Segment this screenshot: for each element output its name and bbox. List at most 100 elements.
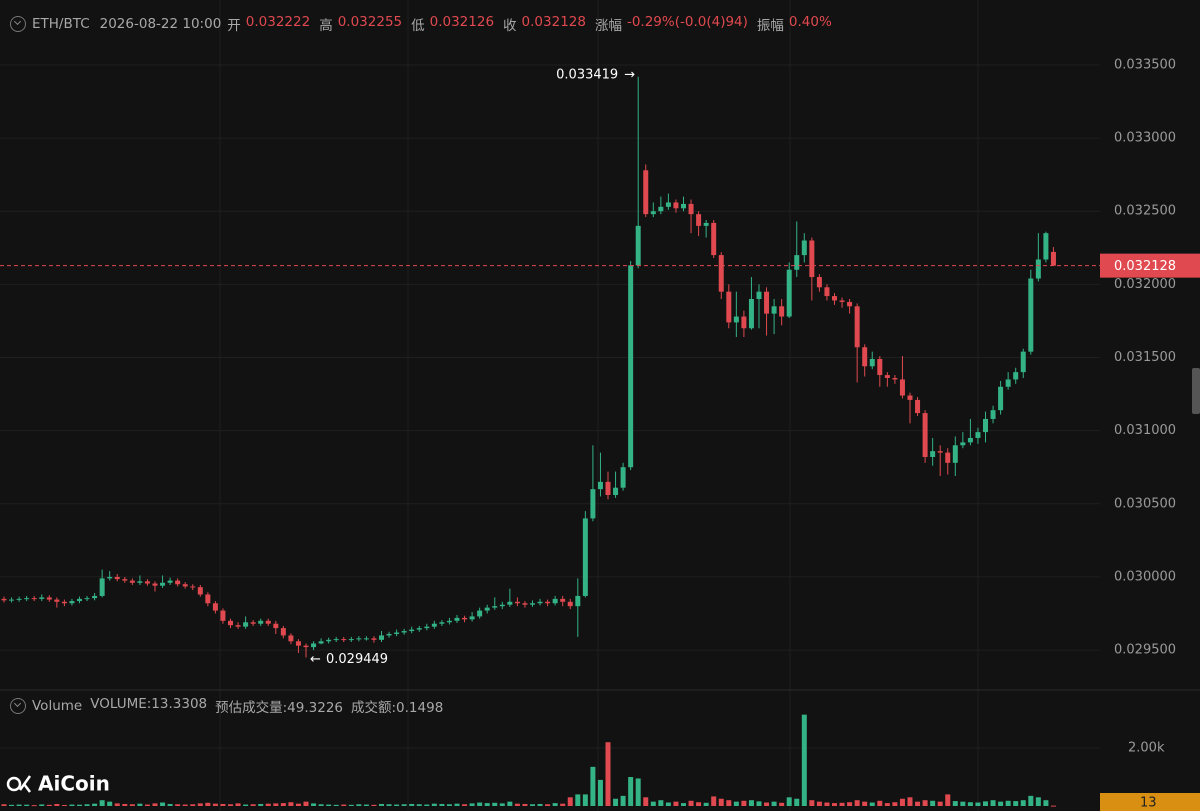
fields: 开 0.032222 高 0.032255 低 0.032126 收 0.032128 涨幅 -0…: [227, 14, 836, 34]
volume-bar: [54, 803, 60, 806]
volume-bar: [258, 803, 264, 806]
candle-body: [522, 603, 528, 605]
field-value: -0.29%(-0.0(4)94): [626, 14, 748, 30]
volume-bar: [854, 800, 860, 806]
candle-body: [212, 603, 218, 611]
volume-bar: [907, 797, 913, 806]
candle-body: [220, 610, 226, 621]
candle-body: [24, 598, 30, 600]
ohlc-header: ETH/BTC 2026-08-22 10:00 开 0.032222 高 0.032…: [10, 14, 836, 34]
candle-body: [454, 617, 460, 621]
candle-body: [77, 598, 82, 602]
candle-body: [960, 442, 966, 446]
candle-body: [235, 625, 241, 627]
volume-bar: [832, 803, 837, 806]
candle-body: [643, 170, 649, 215]
volume-bar: [243, 804, 249, 806]
volume-bar: [681, 803, 686, 806]
candle-body: [998, 386, 1004, 411]
candle-body: [613, 487, 619, 496]
y-tick-label: 0.030000: [1114, 569, 1176, 584]
candle-body: [907, 395, 913, 400]
candle-body: [665, 202, 671, 207]
max-label: 0.033419: [556, 67, 618, 82]
volume-bar: [431, 803, 437, 806]
scroll-handle[interactable]: [1192, 368, 1200, 414]
candle-body: [318, 641, 324, 644]
volume-bar: [363, 804, 369, 806]
volume-bar: [869, 802, 875, 806]
collapse-toggle[interactable]: [10, 16, 26, 32]
candle-body: [1035, 259, 1041, 279]
volume-bar: [801, 714, 807, 806]
volume-bar: [530, 804, 535, 806]
y-tick-label: 2.00k: [1128, 741, 1165, 756]
candle-body: [582, 518, 588, 596]
candle-body: [733, 316, 739, 323]
candle-body: [160, 582, 166, 586]
candle-body: [311, 643, 317, 648]
min-label: 0.029449: [326, 652, 388, 667]
volume-bar: [952, 801, 958, 806]
volume-bar: [877, 800, 883, 806]
candle-body: [681, 203, 686, 209]
volume-bar: [311, 803, 317, 806]
candle-body: [258, 620, 264, 624]
volume-bar: [613, 798, 619, 806]
field-value: 0.032128: [521, 14, 586, 30]
candle-body: [658, 206, 664, 212]
volume-bar: [582, 794, 588, 806]
volume-bar: [1, 804, 7, 806]
volume-item: VOLUME:13.3308: [90, 696, 208, 712]
field-label: 低: [411, 18, 425, 34]
candle-body: [205, 594, 211, 604]
volume-bar: [160, 802, 166, 806]
volume-bar: [129, 804, 135, 806]
candle-body: [530, 603, 535, 605]
volume-bar: [182, 804, 188, 806]
candle-body: [748, 298, 754, 329]
y-tick-label: 0.031500: [1114, 350, 1176, 365]
volume-bar: [401, 804, 407, 806]
candle-body: [764, 291, 770, 314]
volume-bar: [333, 804, 339, 806]
candle-body: [869, 358, 875, 367]
field-label: 收: [503, 18, 517, 34]
volume-bar: [597, 779, 603, 806]
volume-bar: [386, 804, 392, 806]
volume-bar: [1050, 805, 1056, 807]
candle-body: [16, 598, 22, 600]
candle-body: [945, 452, 951, 463]
candle-body: [839, 300, 845, 302]
candle-body: [801, 240, 807, 256]
candle-body: [144, 581, 150, 584]
candle-body: [1020, 351, 1026, 373]
volume-bar: [235, 803, 241, 806]
candle-body: [54, 599, 60, 602]
field-label: 高: [319, 18, 333, 34]
volume-bar: [107, 801, 113, 806]
candle-body: [975, 432, 981, 438]
y-tick-label: 0.032000: [1114, 277, 1176, 292]
collapse-toggle[interactable]: [10, 698, 26, 714]
volume-item: 预估成交量:49.3226: [215, 700, 343, 716]
candle-body: [786, 269, 792, 317]
candle-body: [250, 622, 256, 624]
volume-bar: [484, 803, 490, 806]
volume-bar: [567, 797, 573, 806]
candle-body: [809, 240, 815, 278]
last-price-box: [1100, 253, 1200, 278]
field-label: 开: [227, 18, 241, 34]
candle-body: [46, 597, 52, 600]
volume-bar: [137, 803, 143, 806]
candle-body: [1043, 233, 1049, 260]
volume-bar: [265, 803, 271, 806]
candle-body: [341, 639, 347, 641]
candle-body: [514, 601, 520, 604]
volume-items: VOLUME:13.3308 预估成交量:49.3226 成交额:0.1498: [90, 696, 443, 716]
datetime: 2026-08-22 10:00: [99, 16, 222, 32]
volume-bar: [280, 803, 286, 806]
candle-body: [9, 599, 15, 601]
volume-bar: [288, 802, 294, 806]
candle-body: [492, 606, 498, 608]
